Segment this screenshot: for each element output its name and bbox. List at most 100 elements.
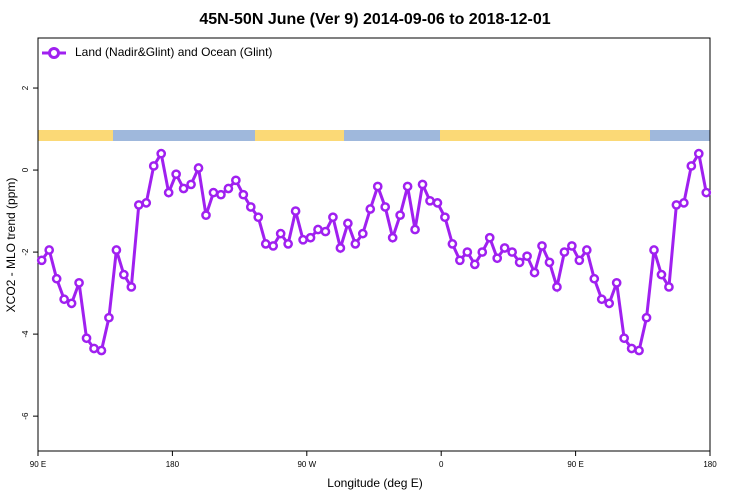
data-point xyxy=(611,277,622,288)
x-tick-label: 90 W xyxy=(297,460,316,469)
data-point xyxy=(51,273,62,284)
data-point xyxy=(111,245,122,255)
data-point xyxy=(380,202,391,212)
data-point xyxy=(484,232,495,243)
data-point xyxy=(589,273,600,284)
data-point xyxy=(641,312,652,323)
data-point xyxy=(671,200,682,210)
data-point xyxy=(283,239,293,249)
y-tick-label: -6 xyxy=(21,412,30,420)
data-point xyxy=(477,247,488,257)
data-point xyxy=(492,253,503,264)
data-point xyxy=(305,232,316,243)
data-point xyxy=(469,259,480,270)
data-point xyxy=(447,239,458,249)
data-point xyxy=(552,282,562,292)
data-point xyxy=(59,294,69,305)
data-point xyxy=(36,255,47,266)
data-point xyxy=(544,257,555,268)
y-tick-label: 2 xyxy=(21,85,30,90)
y-tick-label: -2 xyxy=(21,248,30,256)
data-point xyxy=(574,255,585,266)
data-point xyxy=(343,218,353,229)
chart-title: 45N-50N June (Ver 9) 2014-09-06 to 2018-… xyxy=(199,11,550,28)
data-point xyxy=(455,255,465,266)
data-point xyxy=(141,198,152,208)
data-point xyxy=(357,228,368,239)
data-point xyxy=(313,224,323,235)
data-point xyxy=(604,298,615,309)
data-point xyxy=(664,282,674,292)
data-point xyxy=(96,345,107,356)
data-point xyxy=(275,228,286,239)
data-point xyxy=(529,267,540,278)
y-tick-label: -4 xyxy=(21,330,30,338)
x-tick-label: 0 xyxy=(439,460,444,469)
data-point xyxy=(559,247,570,257)
x-tick-label: 180 xyxy=(166,460,180,469)
data-point xyxy=(507,247,517,257)
data-point xyxy=(268,241,279,251)
data-point xyxy=(522,251,532,262)
series-line xyxy=(40,149,708,353)
data-point xyxy=(581,245,592,255)
data-point xyxy=(253,212,264,223)
data-point xyxy=(350,239,361,249)
data-point xyxy=(44,245,55,255)
x-axis-label: Longitude (deg E) xyxy=(327,476,422,490)
data-point xyxy=(148,161,159,171)
data-point xyxy=(402,181,413,192)
data-point xyxy=(395,210,405,221)
data-point xyxy=(89,343,99,354)
data-point xyxy=(693,148,704,159)
data-point xyxy=(81,333,92,344)
data-point xyxy=(208,187,219,198)
data-point xyxy=(686,161,697,171)
data-point xyxy=(74,277,84,288)
legend-label: Land (Nadir&Glint) and Ocean (Glint) xyxy=(75,45,272,59)
data-point xyxy=(537,241,547,251)
data-point xyxy=(701,187,712,198)
data-point xyxy=(193,163,204,173)
data-point xyxy=(231,175,241,186)
data-point xyxy=(372,181,383,192)
data-point xyxy=(126,282,137,292)
data-point xyxy=(425,195,435,206)
data-point xyxy=(679,198,689,208)
data-point xyxy=(104,312,114,323)
data-point xyxy=(462,247,473,257)
x-tick-label: 180 xyxy=(703,460,717,469)
plot-frame xyxy=(37,37,711,452)
data-point xyxy=(320,226,331,237)
data-point xyxy=(290,206,301,216)
data-point xyxy=(634,345,644,356)
data-point xyxy=(201,210,211,221)
data-point xyxy=(387,232,398,243)
data-point xyxy=(119,269,129,280)
data-point xyxy=(335,243,346,253)
data-point xyxy=(171,169,181,180)
data-point xyxy=(238,189,249,200)
data-point xyxy=(440,212,450,223)
data-point xyxy=(656,269,667,280)
data-point xyxy=(178,183,189,194)
data-point xyxy=(649,245,659,255)
data-point xyxy=(163,187,174,198)
legend-marker xyxy=(48,47,60,59)
data-point xyxy=(186,179,196,190)
data-point xyxy=(410,224,420,235)
y-tick-label: 0 xyxy=(21,167,30,172)
data-point xyxy=(216,189,226,200)
data-point xyxy=(432,198,443,208)
y-axis-label: XCO2 - MLO trend (ppm) xyxy=(4,178,18,313)
land-ocean-strip xyxy=(38,130,710,141)
data-point xyxy=(417,179,428,190)
data-point xyxy=(365,204,376,214)
data-point xyxy=(223,183,234,194)
data-point xyxy=(156,148,167,159)
data-point xyxy=(596,294,607,305)
x-tick-label: 90 E xyxy=(567,460,583,469)
data-point xyxy=(499,243,510,253)
data-point xyxy=(619,333,629,344)
